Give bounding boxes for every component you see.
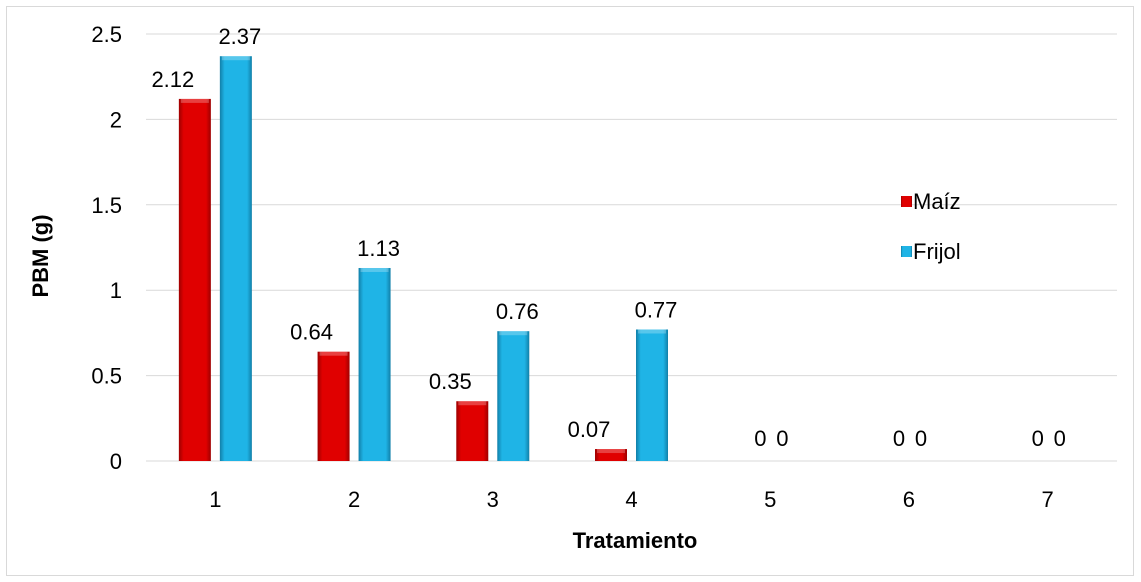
legend-label-frijol: Frijol	[913, 239, 961, 264]
legend-label-maiz: Maíz	[913, 189, 961, 214]
bar-maiz	[178, 98, 211, 462]
bar-bevel	[638, 329, 666, 334]
data-label: 0.07	[568, 417, 611, 442]
y-tick-label: 2.5	[91, 22, 122, 47]
bar-frijol	[497, 331, 530, 461]
bar-frijol	[358, 267, 391, 461]
bar-bevel	[499, 331, 528, 336]
bar-bevel	[221, 56, 250, 61]
gridlines	[146, 33, 1117, 462]
x-tick-label: 3	[487, 487, 499, 512]
x-tick-label: 1	[209, 487, 221, 512]
bars	[178, 56, 668, 462]
bar-frijol	[636, 329, 668, 461]
y-tick-label: 1	[110, 278, 122, 303]
x-tick-label: 7	[1042, 487, 1054, 512]
data-label: 0.35	[429, 369, 472, 394]
y-tick-label: 0	[110, 449, 122, 474]
x-tick-label: 2	[348, 487, 360, 512]
y-axis-title: PBM (g)	[28, 214, 53, 297]
x-axis-ticks: 1 2 3 4 5 6 7	[209, 487, 1054, 512]
data-labels: 2.122.370.641.130.350.760.070.770 0 0 0 0 0	[151, 24, 1065, 451]
bar-maiz	[595, 449, 627, 461]
bar-maiz	[456, 401, 489, 461]
bar-maiz	[317, 351, 350, 461]
data-label: 0	[1054, 426, 1066, 451]
bar-bevel	[180, 98, 209, 103]
data-label: 0	[776, 426, 788, 451]
bar-bevel	[360, 267, 389, 272]
legend-swatch-frijol	[901, 246, 912, 257]
legend-swatch-maiz	[901, 196, 912, 207]
data-label: 2.37	[218, 24, 261, 49]
data-label: 1.13	[357, 236, 400, 261]
bar-frijol	[219, 56, 252, 461]
data-label: 0	[893, 426, 905, 451]
x-axis-title: Tratamiento	[573, 528, 698, 553]
data-label: 0	[1032, 426, 1044, 451]
data-label: 0.64	[290, 320, 333, 345]
data-label: 0	[754, 426, 766, 451]
bar-bevel	[458, 401, 487, 406]
x-tick-label: 4	[625, 487, 637, 512]
data-label: 0	[915, 426, 927, 451]
x-tick-label: 6	[903, 487, 915, 512]
data-label: 0.77	[635, 297, 678, 322]
legend: Maíz Frijol	[901, 189, 961, 264]
data-label: 2.12	[151, 67, 194, 92]
y-axis-ticks: 0 0.5 1 1.5 2 2.5	[91, 22, 122, 474]
data-label: 0.76	[496, 299, 539, 324]
y-tick-label: 0.5	[91, 364, 122, 389]
x-tick-label: 5	[764, 487, 776, 512]
bar-bevel	[597, 449, 625, 454]
y-tick-label: 1.5	[91, 193, 122, 218]
y-tick-label: 2	[110, 107, 122, 132]
bar-bevel	[319, 351, 348, 356]
